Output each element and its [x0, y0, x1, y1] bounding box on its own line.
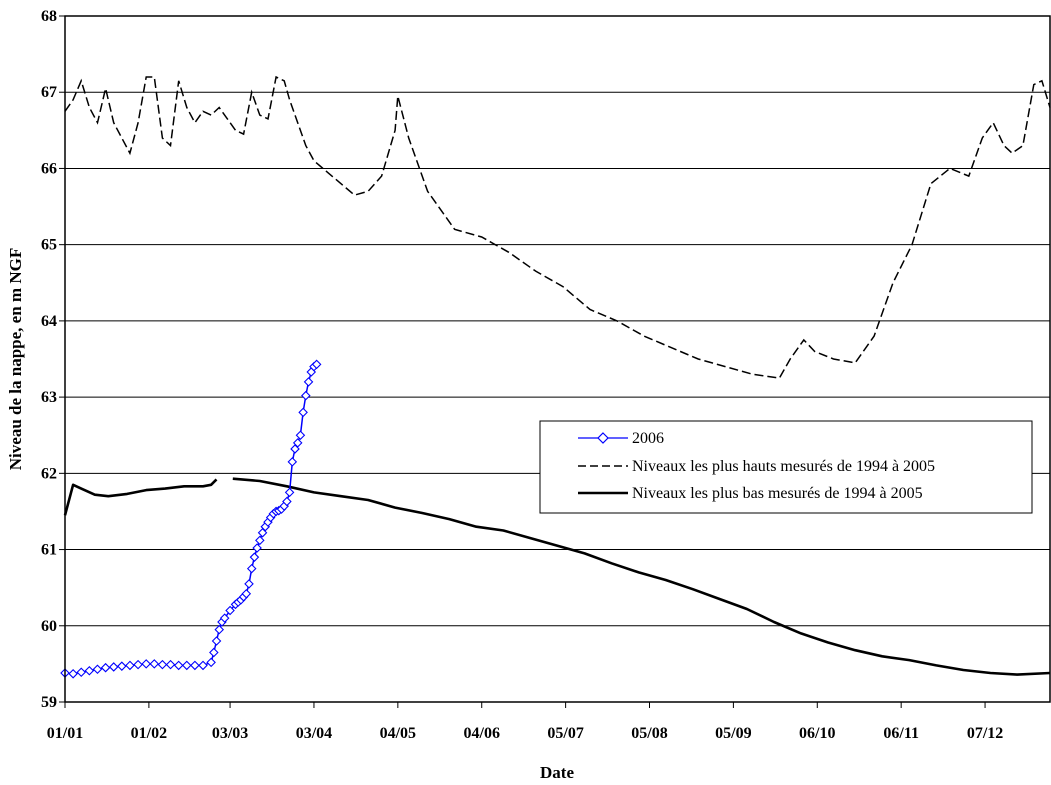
point-2006 — [181, 660, 192, 671]
x-tick-label: 05/08 — [631, 725, 667, 742]
point-2006 — [214, 624, 225, 635]
y-tick-label: 64 — [41, 313, 57, 330]
point-2006 — [117, 661, 127, 671]
point-2006 — [282, 496, 292, 507]
point-2006 — [173, 660, 184, 671]
y-tick-label: 59 — [41, 694, 57, 711]
x-axis-title: Date — [540, 763, 574, 782]
point-2006 — [125, 660, 135, 671]
point-2006 — [287, 457, 298, 467]
point-2006 — [284, 487, 295, 498]
x-tick-label: 07/12 — [967, 725, 1003, 742]
point-2006 — [295, 430, 306, 441]
point-2006 — [76, 667, 87, 678]
point-2006 — [225, 605, 235, 616]
point-2006 — [100, 662, 111, 673]
legend-box — [539, 420, 1033, 514]
y-axis-title: Niveau de la nappe, en m NGF — [6, 248, 25, 470]
plot-frame — [64, 15, 1051, 703]
y-tick-label: 65 — [41, 237, 57, 254]
y-tick-label: 61 — [41, 542, 57, 559]
point-2006 — [198, 660, 208, 671]
x-tick-label: 01/02 — [131, 725, 167, 742]
y-tick-label: 62 — [41, 465, 57, 482]
point-2006 — [211, 636, 222, 646]
y-tick-label: 63 — [41, 389, 57, 406]
y-tick-label: 68 — [41, 8, 57, 25]
series-line-low-2 — [232, 477, 1051, 676]
series-layer — [60, 75, 1051, 679]
x-tick-label: 06/10 — [799, 725, 835, 742]
point-2006 — [219, 613, 230, 623]
x-tick-label: 05/09 — [715, 725, 751, 742]
legend-label-low: Niveaux les plus bas mesurés de 1994 à 2… — [632, 485, 923, 502]
x-tick-label: 03/03 — [212, 725, 248, 742]
point-2006 — [249, 552, 260, 562]
legend: 2006 Niveaux les plus hauts mesurés de 1… — [539, 420, 1033, 514]
x-tick-label: 04/05 — [380, 725, 416, 742]
point-2006 — [255, 535, 265, 546]
legend-label-high: Niveaux les plus hauts mesurés de 1994 à… — [632, 458, 935, 475]
x-tick-label: 03/04 — [296, 725, 332, 742]
x-axis: 01/01 01/02 03/03 03/04 04/05 04/06 05/07 05/08… — [47, 702, 1003, 742]
x-tick-label: 01/01 — [47, 725, 83, 742]
x-tick-label: 05/07 — [547, 725, 583, 742]
point-2006 — [165, 659, 176, 670]
point-2006 — [246, 563, 257, 574]
legend-marker-2006 — [597, 432, 609, 444]
x-tick-label: 06/11 — [883, 725, 919, 742]
point-2006 — [301, 390, 311, 401]
point-2006 — [190, 660, 200, 671]
point-2006 — [133, 659, 143, 670]
point-2006 — [157, 659, 168, 670]
series-line-2006 — [64, 363, 318, 675]
point-2006 — [206, 657, 216, 668]
y-tick-label: 67 — [41, 84, 57, 101]
series-line-low-1 — [63, 478, 218, 516]
x-tick-label: 04/06 — [464, 725, 500, 742]
y-tick-label: 60 — [41, 618, 57, 635]
point-2006 — [68, 669, 78, 679]
point-2006 — [241, 588, 252, 599]
point-2006 — [244, 579, 254, 589]
y-axis: 59 60 61 62 63 64 65 66 67 68 — [41, 8, 65, 711]
y-tick-label: 66 — [41, 160, 57, 177]
point-2006 — [141, 659, 151, 669]
point-2006 — [257, 528, 268, 538]
point-2006 — [311, 359, 322, 370]
point-2006 — [292, 438, 303, 448]
point-2006 — [303, 377, 314, 387]
point-2006 — [92, 664, 103, 675]
point-2006 — [209, 647, 219, 658]
point-2006 — [149, 659, 160, 669]
point-2006 — [298, 407, 308, 418]
legend-label-2006: 2006 — [632, 430, 664, 447]
point-2006 — [108, 662, 119, 672]
point-2006 — [84, 665, 95, 676]
series-line-high — [64, 75, 1051, 379]
point-2006 — [290, 444, 300, 454]
point-2006 — [252, 543, 262, 553]
